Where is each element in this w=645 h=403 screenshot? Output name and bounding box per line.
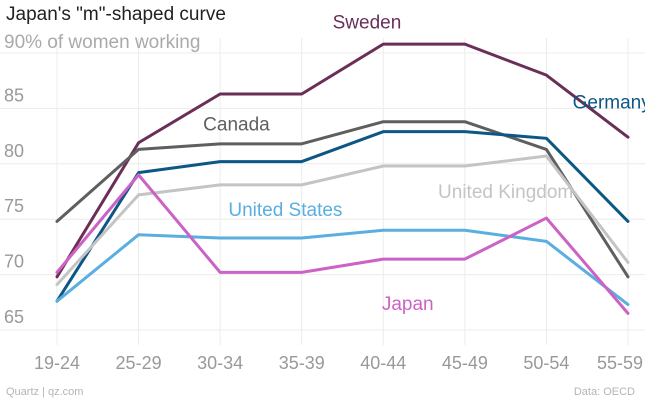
series-label-united-kingdom: United Kingdom [438, 182, 573, 203]
footer-source: Quartz | qz.com [6, 386, 84, 398]
gridlines [0, 38, 645, 345]
y-axis-label: 90% of women working [4, 32, 200, 53]
footer-data-credit: Data: OECD [573, 386, 635, 398]
x-tick-label: 55-59 [597, 353, 643, 373]
x-tick-label: 35-39 [279, 353, 325, 373]
y-tick-label: 75 [4, 196, 24, 216]
series-line-germany [55, 130, 630, 303]
series-line-canada [55, 120, 630, 279]
series-label-japan: Japan [382, 294, 434, 315]
y-tick-label: 80 [4, 141, 24, 161]
x-axis: 19-24 25-29 30-34 35-39 40-44 45-49 50-54 55-59 [34, 353, 643, 373]
series-line-sweden [55, 42, 630, 279]
y-tick-label: 85 [4, 85, 24, 105]
series-lines [55, 42, 630, 315]
series-line-united-states [55, 228, 630, 307]
series-label-canada: Canada [203, 115, 270, 136]
chart-title: Japan's "m"-shaped curve [6, 4, 226, 25]
x-tick-label: 19-24 [34, 353, 80, 373]
x-tick-label: 30-34 [197, 353, 243, 373]
x-tick-label: 50-54 [523, 353, 569, 373]
series-label-united-states: United States [228, 200, 342, 221]
y-tick-label: 70 [4, 252, 24, 272]
x-tick-label: 40-44 [360, 353, 406, 373]
y-axis: 65 70 75 80 85 90% of women working [4, 32, 200, 327]
series-label-germany: Germany [573, 92, 645, 113]
x-tick-label: 25-29 [116, 353, 162, 373]
series-line-japan [55, 173, 630, 315]
series-label-sweden: Sweden [333, 13, 402, 34]
y-tick-label: 65 [4, 307, 24, 327]
series-labels: Sweden Canada Germany United Kingdom United … [203, 13, 645, 315]
x-tick-label: 45-49 [442, 353, 488, 373]
